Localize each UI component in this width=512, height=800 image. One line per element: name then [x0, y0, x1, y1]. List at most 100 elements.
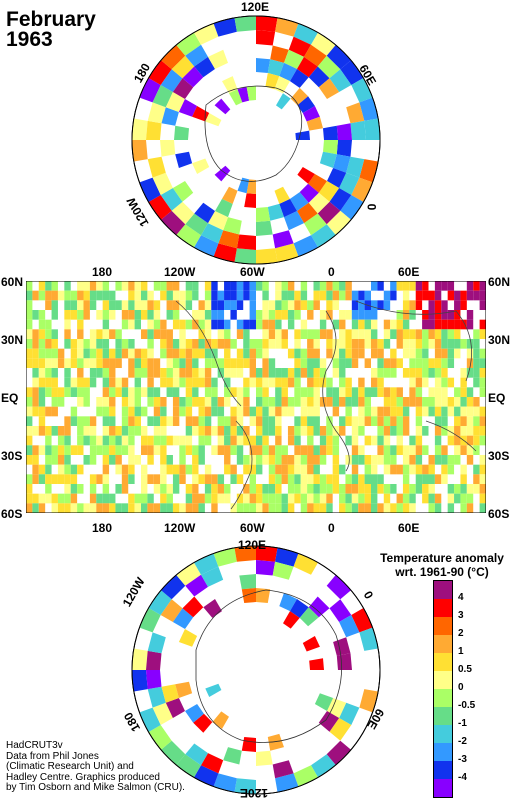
polar-anomaly-cell [152, 85, 173, 108]
anomaly-cell [70, 377, 78, 388]
anomaly-cell [147, 416, 154, 426]
anomaly-cell [70, 484, 78, 494]
anomaly-cell [345, 484, 352, 494]
polar-anomaly-cell [234, 546, 256, 562]
anomaly-cell [243, 339, 250, 349]
anomaly-cell [415, 426, 423, 436]
anomaly-cell [38, 397, 46, 407]
anomaly-cell [45, 464, 52, 475]
anomaly-cell [121, 377, 129, 388]
polar-anomaly-cell [339, 702, 360, 725]
anomaly-cell [479, 319, 486, 330]
anomaly-cell [351, 339, 359, 349]
polar-anomaly-cell [333, 154, 351, 173]
anomaly-cell [262, 377, 269, 388]
legend-swatch [434, 779, 452, 797]
anomaly-cell [447, 484, 455, 494]
polar-anomaly-cell [222, 76, 238, 94]
anomaly-cell [268, 474, 276, 484]
anomaly-cell [300, 300, 308, 310]
polar-anomaly-cell [256, 207, 271, 222]
anomaly-cell [26, 281, 33, 291]
polar-anomaly-cell [201, 566, 224, 587]
anomaly-cell [147, 435, 154, 446]
anomaly-cell [26, 455, 33, 465]
anomaly-cell [364, 464, 371, 475]
anomaly-cell [313, 368, 320, 378]
anomaly-cell [51, 310, 58, 320]
anomaly-cell [434, 387, 442, 397]
polar-anomaly-cell [161, 684, 179, 703]
anomaly-cell [96, 329, 103, 339]
anomaly-cell [415, 368, 423, 378]
anomaly-cell [96, 503, 103, 513]
anomaly-cell [262, 397, 269, 407]
anomaly-cell [345, 377, 352, 388]
anomaly-cell [198, 348, 205, 359]
anomaly-cell [402, 319, 410, 330]
anomaly-cell [358, 339, 365, 349]
anomaly-cell [371, 377, 378, 388]
anomaly-cell [109, 445, 116, 455]
anomaly-cell [466, 503, 474, 513]
anomaly-cell [294, 474, 301, 484]
anomaly-cell [141, 368, 148, 378]
anomaly-cell [281, 474, 288, 484]
anomaly-cell [141, 503, 148, 513]
anomaly-cell [192, 368, 199, 378]
polar-anomaly-cell [283, 611, 300, 629]
anomaly-cell [64, 484, 71, 494]
anomaly-cell [300, 474, 308, 484]
anomaly-cell [147, 339, 154, 349]
anomaly-cell [38, 416, 46, 426]
anomaly-cell [358, 310, 365, 320]
anomaly-cell [275, 416, 282, 426]
anomaly-cell [172, 387, 180, 397]
anomaly-cell [185, 484, 193, 494]
anomaly-cell [160, 290, 167, 301]
legend-label: 0.5 [458, 664, 472, 675]
polar-anomaly-cell [201, 753, 224, 774]
anomaly-cell [332, 358, 340, 368]
sp-label-bottom: 120E [240, 786, 269, 800]
anomaly-cell [198, 406, 205, 417]
polar-anomaly-cell [351, 78, 373, 103]
anomaly-cell [96, 310, 103, 320]
anomaly-cell [396, 329, 403, 339]
anomaly-cell [383, 290, 391, 301]
anomaly-cell [294, 358, 301, 368]
anomaly-cell [185, 377, 193, 388]
anomaly-cell [434, 310, 442, 320]
anomaly-cell [262, 329, 269, 339]
anomaly-cell [313, 348, 320, 359]
anomaly-cell [249, 455, 256, 465]
anomaly-cell [383, 464, 391, 475]
anomaly-cell [32, 503, 39, 513]
anomaly-cell [70, 503, 78, 513]
anomaly-cell [179, 377, 186, 388]
polar-anomaly-cell [270, 45, 289, 63]
anomaly-cell [396, 387, 403, 397]
anomaly-cell [460, 416, 467, 426]
anomaly-cell [256, 387, 263, 397]
anomaly-cell [473, 368, 480, 378]
anomaly-cell [447, 397, 455, 407]
anomaly-cell [447, 435, 455, 446]
anomaly-cell [371, 310, 378, 320]
anomaly-cell [339, 387, 346, 397]
anomaly-cell [479, 348, 486, 359]
anomaly-cell [351, 493, 359, 504]
anomaly-cell [217, 319, 225, 330]
anomaly-cell [211, 406, 218, 417]
anomaly-cell [51, 358, 58, 368]
polar-anomaly-cell [147, 686, 166, 708]
anomaly-cell [428, 368, 435, 378]
anomaly-cell [262, 406, 269, 417]
anomaly-cell [230, 368, 237, 378]
anomaly-cell [96, 406, 103, 417]
anomaly-cell [313, 397, 320, 407]
anomaly-cell [185, 319, 193, 330]
anomaly-cell [109, 397, 116, 407]
anomaly-cell [364, 310, 371, 320]
anomaly-cell [383, 329, 391, 339]
